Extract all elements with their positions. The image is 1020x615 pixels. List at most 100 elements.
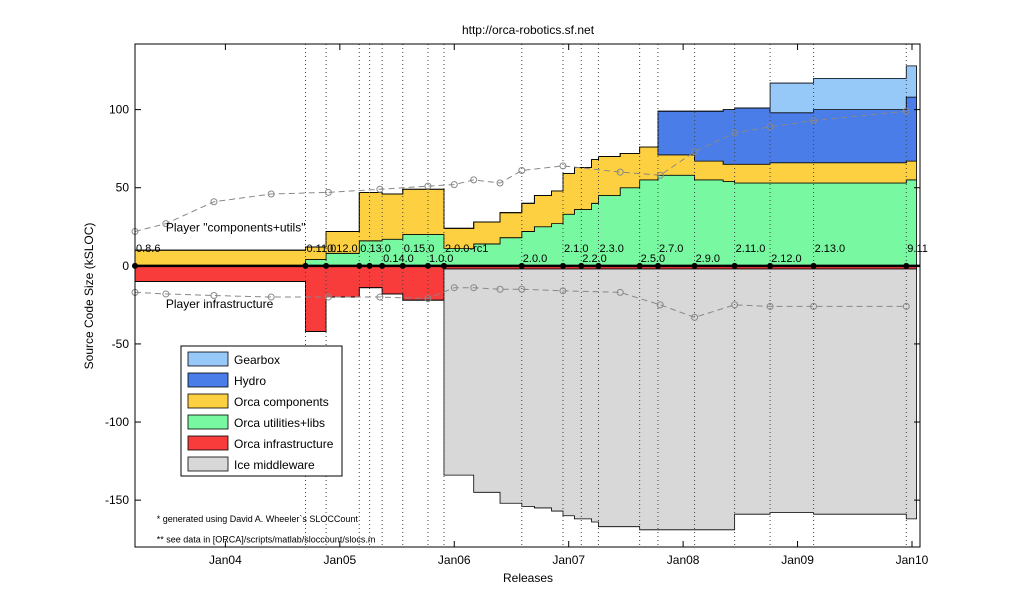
point-player-infrastructure — [691, 313, 699, 321]
release-label: 2.12.0 — [771, 253, 802, 265]
y-tick-label: 50 — [116, 181, 130, 195]
release-marker — [559, 262, 566, 269]
release-label: 2.13.0 — [815, 243, 846, 255]
release-marker — [379, 262, 386, 269]
point-player-infrastructure — [470, 284, 478, 292]
legend: Gearbox Hydro Orca components Orca utilitie… — [180, 345, 343, 477]
annotation: ** see data in [ORCA]/scripts/matlab/slo… — [157, 534, 376, 544]
release-marker — [691, 262, 698, 269]
point-player-components-utils — [518, 167, 526, 175]
release-label: 0.15.0 — [404, 243, 435, 255]
point-player-infrastructure — [731, 301, 739, 309]
legend-label: Ice middleware — [234, 458, 315, 472]
point-player-infrastructure — [324, 293, 332, 301]
point-player-infrastructure — [766, 302, 774, 310]
legend-swatch — [187, 414, 229, 430]
point-player-infrastructure — [450, 284, 458, 292]
point-player-infrastructure — [210, 292, 218, 299]
release-label: 0.14.0 — [383, 253, 414, 265]
release-marker — [366, 262, 373, 269]
legend-box — [180, 345, 343, 477]
point-player-components-utils — [450, 181, 458, 189]
point-player-infrastructure — [559, 287, 567, 295]
y-axis-label: Source Code Size (kSLOC) — [82, 223, 96, 370]
release-marker — [810, 262, 817, 269]
release-label: 2.9.0 — [696, 253, 720, 265]
legend-label: Hydro — [234, 374, 266, 388]
point-player-components-utils — [731, 129, 739, 137]
release-marker — [731, 262, 738, 269]
release-marker — [518, 262, 525, 269]
point-player-infrastructure — [424, 295, 432, 303]
point-player-infrastructure — [267, 293, 275, 301]
point-player-infrastructure — [902, 302, 910, 310]
release-marker — [399, 262, 406, 269]
release-label: 0.12.0 — [327, 243, 358, 255]
point-player-components-utils — [559, 162, 567, 170]
release-label: 2.2.0 — [582, 253, 606, 265]
point-player-infrastructure — [810, 302, 818, 310]
release-label: 0.8.6 — [136, 243, 160, 255]
point-player-components-utils — [496, 179, 504, 187]
legend-label: Orca utilities+libs — [234, 416, 325, 430]
annotation: Player infrastructure — [166, 297, 274, 311]
point-player-components-utils — [162, 220, 170, 228]
x-tick-label: Jan09 — [781, 553, 814, 567]
legend-swatch — [187, 351, 229, 367]
x-tick-label: Jan07 — [552, 553, 585, 567]
release-marker — [356, 262, 363, 269]
release-label: 0.11.0 — [307, 243, 337, 255]
release-label: 2.7.0 — [659, 243, 683, 255]
y-tick-label: 100 — [109, 103, 129, 117]
point-player-components-utils — [470, 176, 478, 184]
release-marker — [578, 262, 585, 269]
point-player-components-utils — [616, 168, 624, 176]
release-marker — [595, 262, 602, 269]
line-player-components-utils — [134, 110, 907, 232]
point-player-components-utils — [424, 182, 432, 190]
area-gearbox — [135, 65, 917, 251]
release-label: 9.11 — [907, 243, 928, 255]
release-marker — [440, 262, 447, 269]
release-marker — [636, 262, 643, 269]
legend-label: Gearbox — [234, 353, 280, 367]
point-player-infrastructure — [496, 285, 504, 293]
point-player-infrastructure — [656, 301, 664, 309]
point-player-components-utils — [902, 107, 910, 115]
legend-swatch — [187, 372, 229, 388]
annotation: * generated using David A. Wheeler`s SLO… — [157, 514, 359, 524]
legend-label: Orca components — [234, 395, 329, 409]
legend-label: Orca infrastructure — [234, 437, 334, 451]
point-player-infrastructure — [616, 288, 624, 296]
y-tick-label: 0 — [122, 259, 129, 273]
release-label: 2.1.0 — [564, 243, 588, 255]
y-tick-label: -100 — [105, 415, 129, 429]
point-player-infrastructure — [518, 285, 526, 293]
chart-title: http://orca-robotics.sf.net — [462, 23, 595, 37]
release-label: 2.11.0 — [736, 243, 766, 255]
release-marker — [323, 262, 330, 269]
plot-area: 0.8.6 0.11.00.12.0 0.13.00.14.00.15.01.0.0… — [105, 43, 929, 567]
y-tick-label: -150 — [105, 493, 129, 507]
release-label: 2.0.0 — [523, 253, 547, 265]
release-label: 2.0.0-rc1 — [445, 243, 488, 255]
release-marker — [903, 262, 910, 269]
y-tick-label: -50 — [112, 337, 130, 351]
release-marker — [424, 262, 431, 269]
point-player-components-utils — [210, 198, 218, 206]
axes-frame — [134, 43, 921, 548]
release-marker — [767, 262, 774, 269]
point-player-components-utils — [810, 117, 818, 125]
point-player-components-utils — [766, 123, 774, 131]
release-marker — [654, 262, 661, 269]
legend-swatch — [187, 456, 229, 472]
release-label: 0.13.0 — [360, 243, 391, 255]
x-tick-label: Jan10 — [896, 553, 929, 567]
x-axis-label: Releases — [503, 571, 553, 585]
area-ice-middleware — [135, 268, 917, 531]
annotation: Player "components+utils" — [166, 220, 306, 234]
point-player-infrastructure — [162, 290, 170, 298]
release-label: 2.5.0 — [641, 253, 665, 265]
x-tick-label: Jan08 — [667, 553, 700, 567]
